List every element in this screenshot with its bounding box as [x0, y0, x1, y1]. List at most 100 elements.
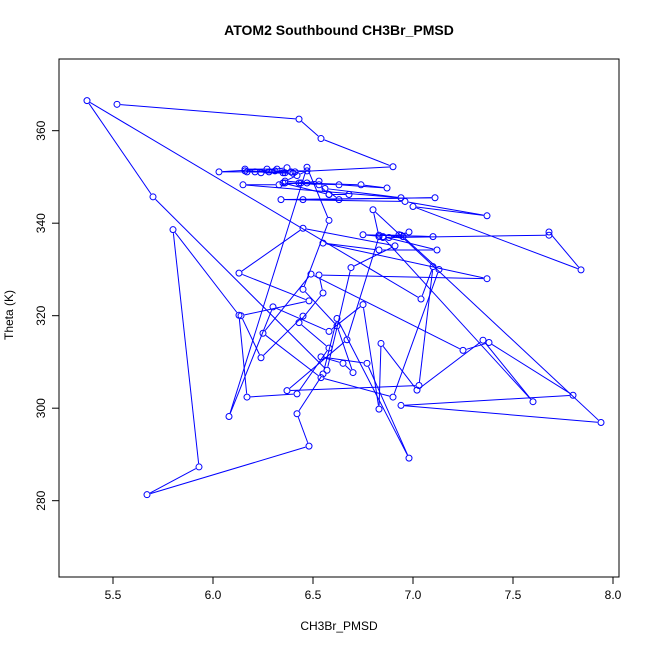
data-point — [375, 246, 383, 254]
data-point — [149, 193, 157, 201]
data-point — [333, 322, 341, 330]
data-point — [349, 369, 357, 377]
series-segment — [366, 234, 380, 237]
data-point — [405, 228, 413, 236]
data-point — [545, 231, 553, 239]
series-segment — [289, 168, 293, 171]
chart-title: ATOM2 Southbound CH3Br_PMSD — [224, 22, 454, 38]
data-point — [397, 401, 405, 409]
series-segment — [466, 343, 486, 350]
data-point — [195, 463, 203, 471]
data-point — [315, 177, 323, 185]
data-point — [317, 374, 325, 382]
data-point — [359, 231, 367, 239]
data-point — [483, 212, 491, 220]
y-axis: 280 300 320 340 360 — [34, 120, 60, 511]
series-segment — [298, 376, 322, 411]
x-tick-label: 6.0 — [205, 588, 222, 602]
data-point — [295, 179, 303, 187]
data-point — [293, 390, 301, 398]
data-point — [389, 163, 397, 171]
series-segment — [418, 270, 434, 383]
x-tick-label: 7.0 — [405, 588, 422, 602]
series-segment — [385, 239, 531, 400]
series-segment — [324, 378, 390, 397]
series-segment — [550, 234, 580, 268]
series-segment — [326, 243, 376, 251]
series-segment — [89, 102, 419, 298]
series-segment — [288, 176, 294, 181]
data-point — [345, 191, 353, 199]
series-segment — [284, 199, 402, 202]
data-point — [577, 266, 585, 274]
series-layer — [83, 97, 605, 499]
data-point — [319, 239, 327, 247]
series-segment — [354, 246, 392, 267]
data-point — [275, 181, 283, 189]
series-segment — [155, 199, 325, 369]
x-axis-label: CH3Br_PMSD — [300, 619, 378, 633]
data-point — [333, 314, 341, 322]
series-segment — [323, 321, 337, 371]
data-point — [435, 265, 443, 273]
data-point — [291, 168, 299, 176]
series-segment — [149, 468, 197, 494]
data-point — [305, 297, 313, 305]
data-point — [397, 194, 405, 202]
series-segment — [345, 365, 351, 371]
data-point — [317, 135, 325, 143]
data-point — [257, 169, 265, 177]
y-tick-label: 300 — [34, 398, 48, 418]
series-segment — [324, 139, 390, 166]
data-point — [315, 271, 323, 279]
series-segment — [246, 184, 398, 198]
data-point — [325, 344, 333, 352]
series-segment — [263, 318, 301, 356]
data-point — [375, 233, 383, 241]
data-point — [259, 329, 267, 337]
x-tick-label: 8.0 — [605, 588, 622, 602]
data-point — [235, 269, 243, 277]
series-segment — [393, 272, 439, 394]
data-point — [295, 115, 303, 123]
data-point — [215, 168, 223, 176]
series-segment — [331, 306, 361, 330]
y-tick-label: 340 — [34, 213, 48, 233]
y-tick-label: 360 — [34, 120, 48, 140]
data-point — [319, 370, 327, 378]
series-segment — [298, 166, 390, 173]
series-segment — [174, 232, 238, 313]
data-point — [459, 346, 467, 354]
data-point — [597, 419, 605, 427]
data-point — [277, 196, 285, 204]
series-segment — [342, 184, 384, 189]
data-point — [263, 165, 271, 173]
data-point — [483, 275, 491, 283]
data-point — [257, 354, 265, 362]
series-segment — [337, 329, 353, 370]
series-segment — [241, 229, 301, 272]
data-point — [303, 167, 311, 175]
data-point — [305, 442, 313, 450]
data-point — [289, 169, 297, 177]
series-segment — [484, 342, 532, 400]
data-point — [347, 264, 355, 272]
x-tick-label: 7.5 — [505, 588, 522, 602]
data-point — [357, 181, 365, 189]
series-segment — [229, 170, 307, 414]
data-point — [243, 393, 251, 401]
series-segment — [88, 103, 152, 195]
data-point — [281, 177, 289, 185]
data-point — [335, 196, 343, 204]
series-segment — [264, 276, 310, 331]
data-point — [379, 234, 387, 242]
data-point — [417, 295, 425, 303]
data-point — [363, 359, 371, 367]
data-point — [113, 100, 121, 108]
data-point — [299, 196, 307, 204]
data-point — [299, 312, 307, 320]
data-point — [433, 246, 441, 254]
y-axis-label: Theta (K) — [2, 290, 16, 340]
data-point — [415, 382, 423, 390]
